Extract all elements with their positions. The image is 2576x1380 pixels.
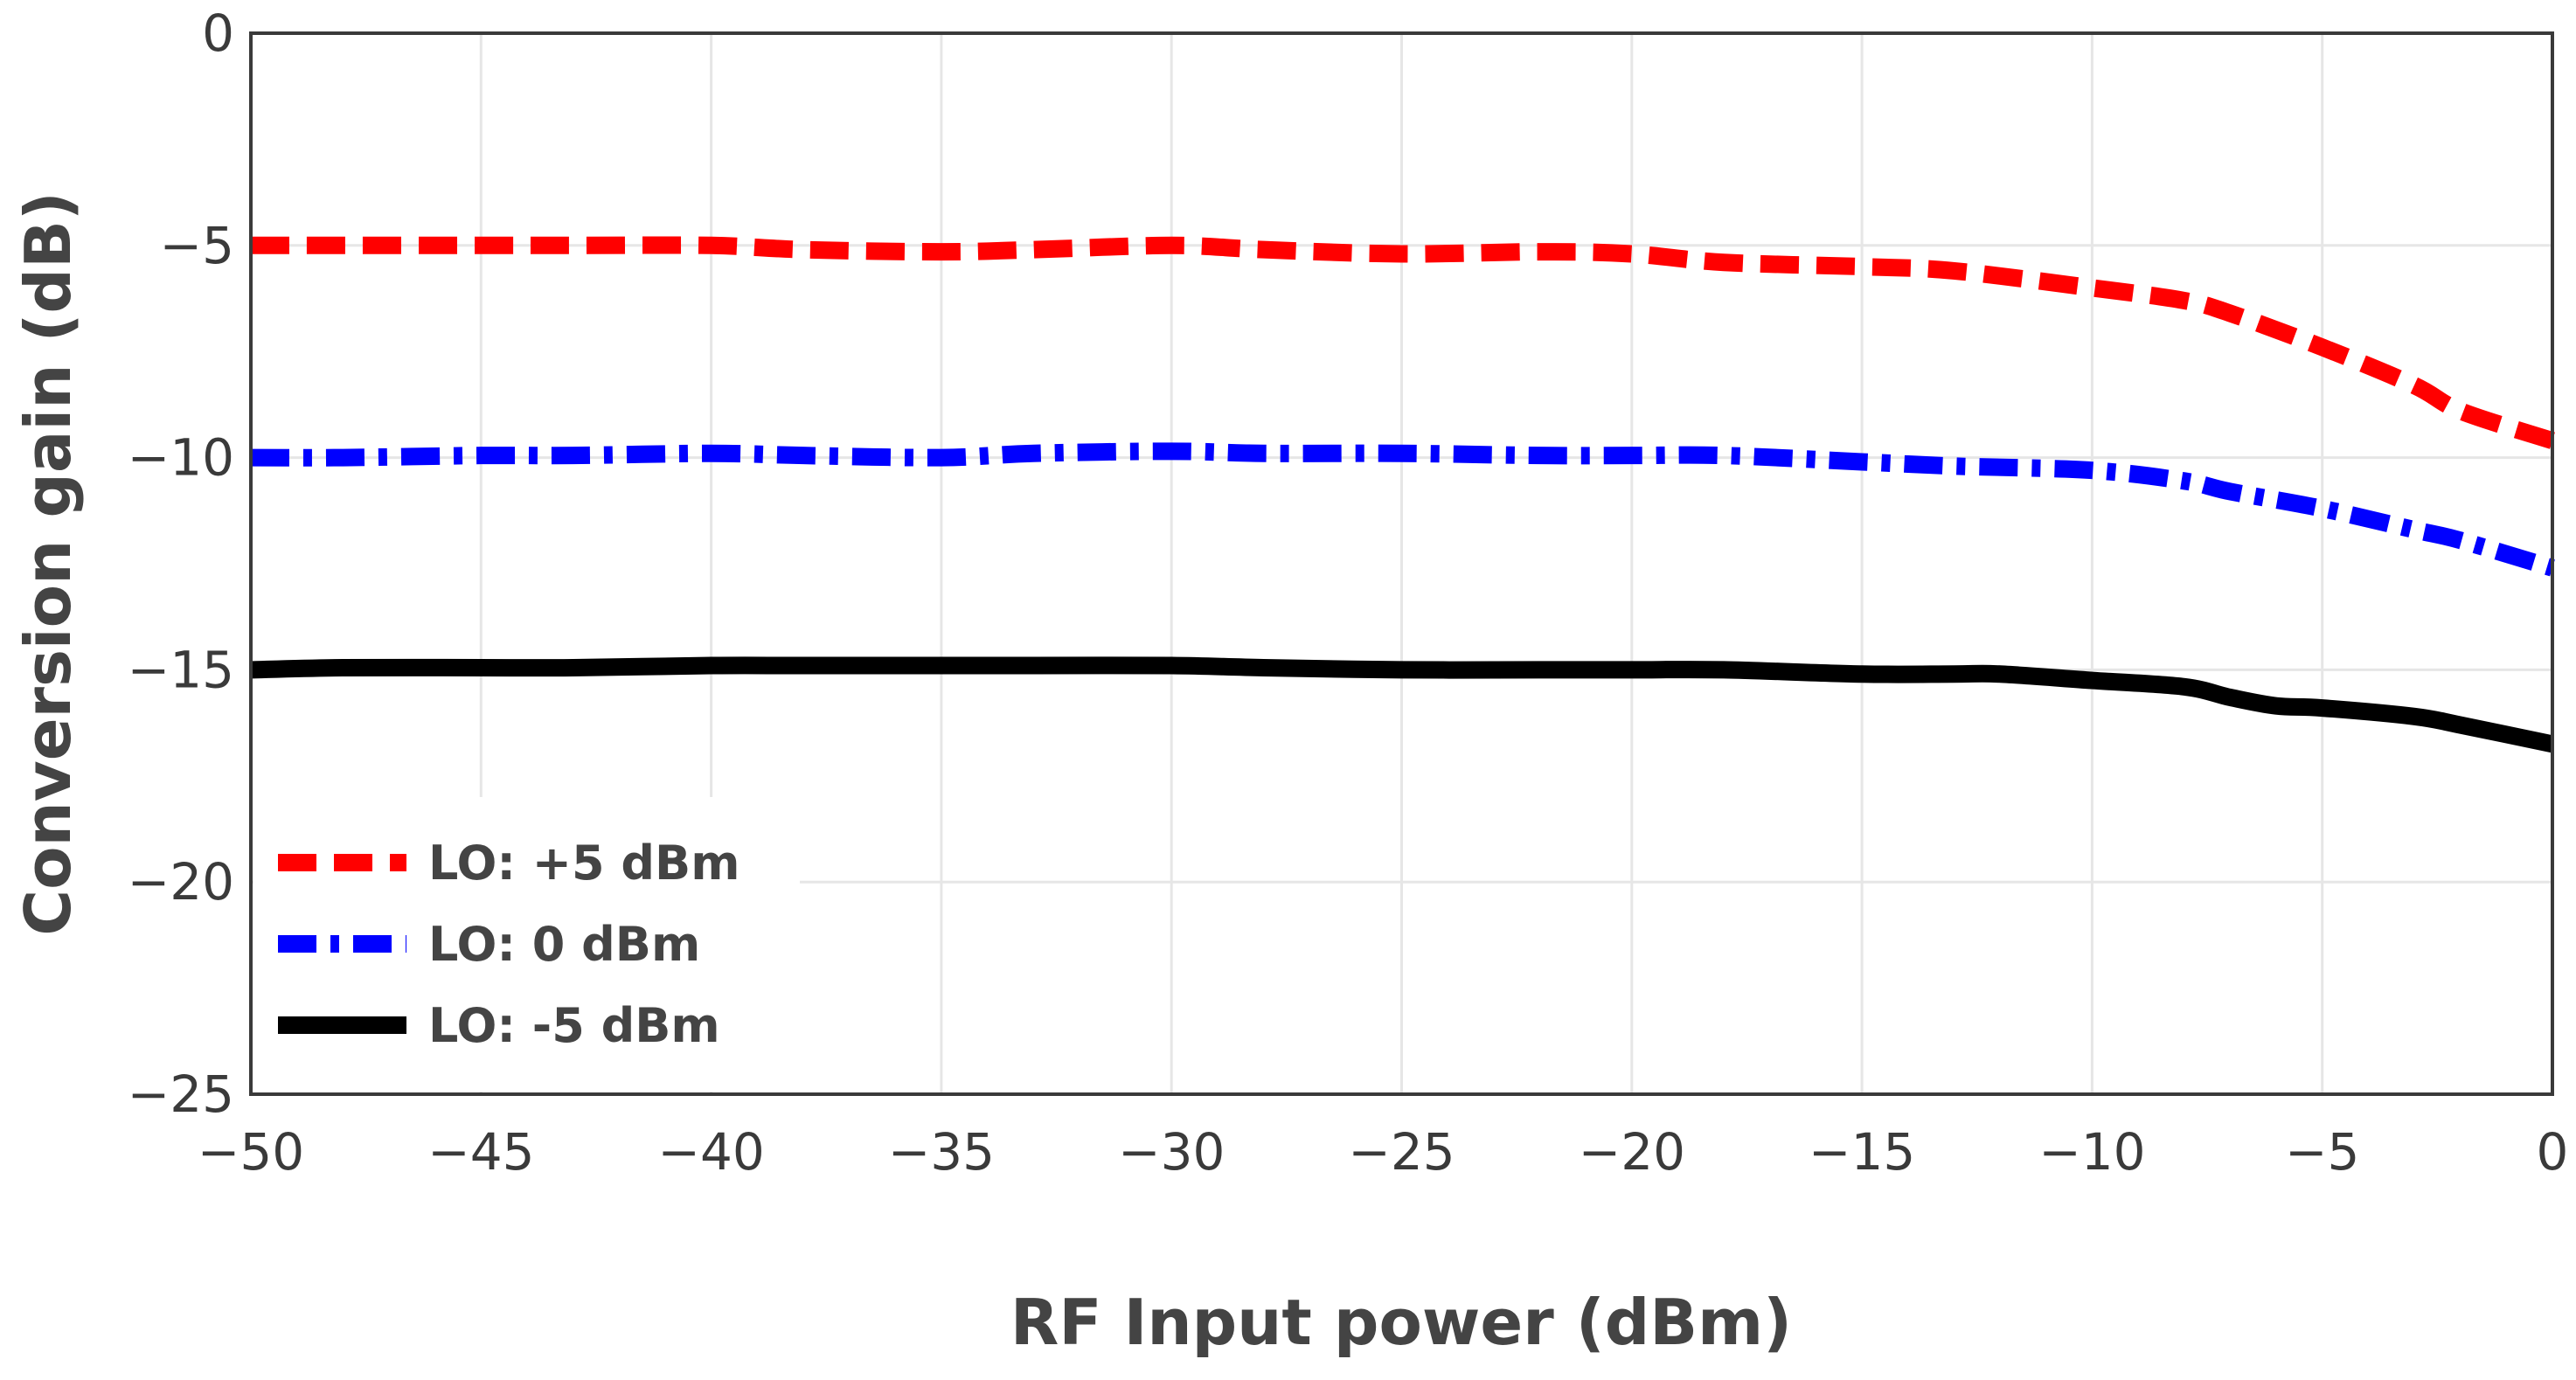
plot-frame (249, 31, 2554, 1096)
x-tick-label: −25 (1348, 1122, 1455, 1182)
y-axis-title: Conversion gain (dB) (11, 191, 85, 936)
x-tick-label: −30 (1118, 1122, 1225, 1182)
x-tick-label: −35 (888, 1122, 995, 1182)
x-tick-label: −5 (2285, 1122, 2360, 1182)
x-tick-label: −50 (198, 1122, 304, 1182)
series-line-1 (250, 442, 2555, 577)
y-tick-label: −5 (160, 216, 235, 275)
x-tick-label: −45 (427, 1122, 534, 1182)
x-tick-labels: −50 −45 −40 −35 −30 −25 −20 −15 −10 −5 0 (198, 1122, 2569, 1182)
legend-label-lo-0: LO: 0 dBm (428, 917, 700, 972)
legend: LO: +5 dBm LO: 0 dBm LO: -5 dBm (253, 797, 800, 1092)
y-tick-label: −20 (128, 852, 234, 912)
x-tick-label: −10 (2038, 1122, 2145, 1182)
y-tick-label: 0 (202, 3, 234, 63)
x-tick-label: −40 (657, 1122, 764, 1182)
y-tick-label: −10 (128, 428, 234, 488)
x-tick-label: 0 (2537, 1122, 2569, 1182)
series-layer (250, 236, 2556, 753)
x-axis-title: RF Input power (dBm) (1010, 1286, 1792, 1359)
legend-label-lo-minus5: LO: -5 dBm (428, 998, 720, 1053)
x-tick-label: −20 (1579, 1122, 1685, 1182)
series-line-2 (250, 656, 2555, 753)
y-tick-label: −25 (128, 1064, 234, 1124)
x-tick-label: −15 (1809, 1122, 1915, 1182)
legend-box (253, 797, 800, 1092)
y-tick-label: −15 (128, 640, 234, 699)
legend-label-lo-plus5: LO: +5 dBm (428, 836, 739, 891)
y-tick-labels: 0 −5 −10 −15 −20 −25 (128, 3, 234, 1124)
series-line-0 (251, 236, 2556, 449)
